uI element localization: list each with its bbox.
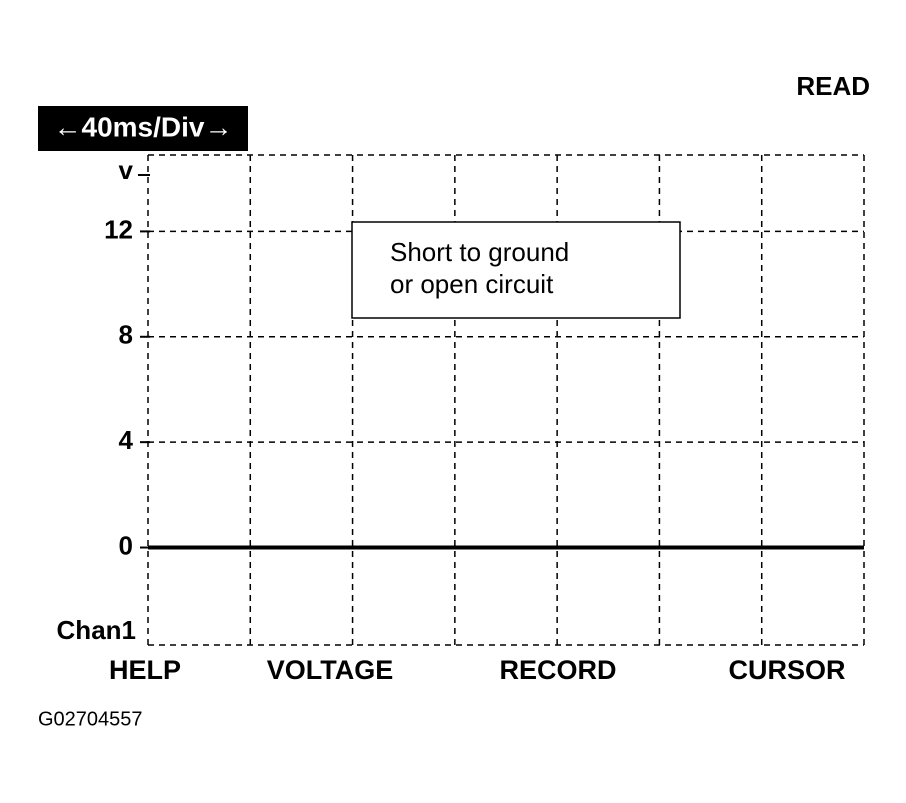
timebase: ←40ms/Div→ [54,111,233,142]
softkey[interactable]: HELP [109,655,181,685]
y-tick-label: 0 [119,530,133,560]
softkey[interactable]: CURSOR [728,655,845,685]
softkey[interactable]: VOLTAGE [267,655,394,685]
status: READ [796,71,870,101]
timebase-box [38,106,248,151]
y-tick-label: 4 [119,425,134,455]
y-unit: v [119,155,134,185]
channel-label: Chan1 [57,615,136,645]
annotation-text: or open circuit [390,269,554,299]
figure-id: G02704557 [38,708,143,730]
softkey[interactable]: RECORD [499,655,616,685]
annotation-box [351,221,681,319]
annotation-text: Short to ground [390,237,569,267]
y-tick-label: 12 [104,214,133,244]
y-tick-label: 8 [119,320,133,350]
